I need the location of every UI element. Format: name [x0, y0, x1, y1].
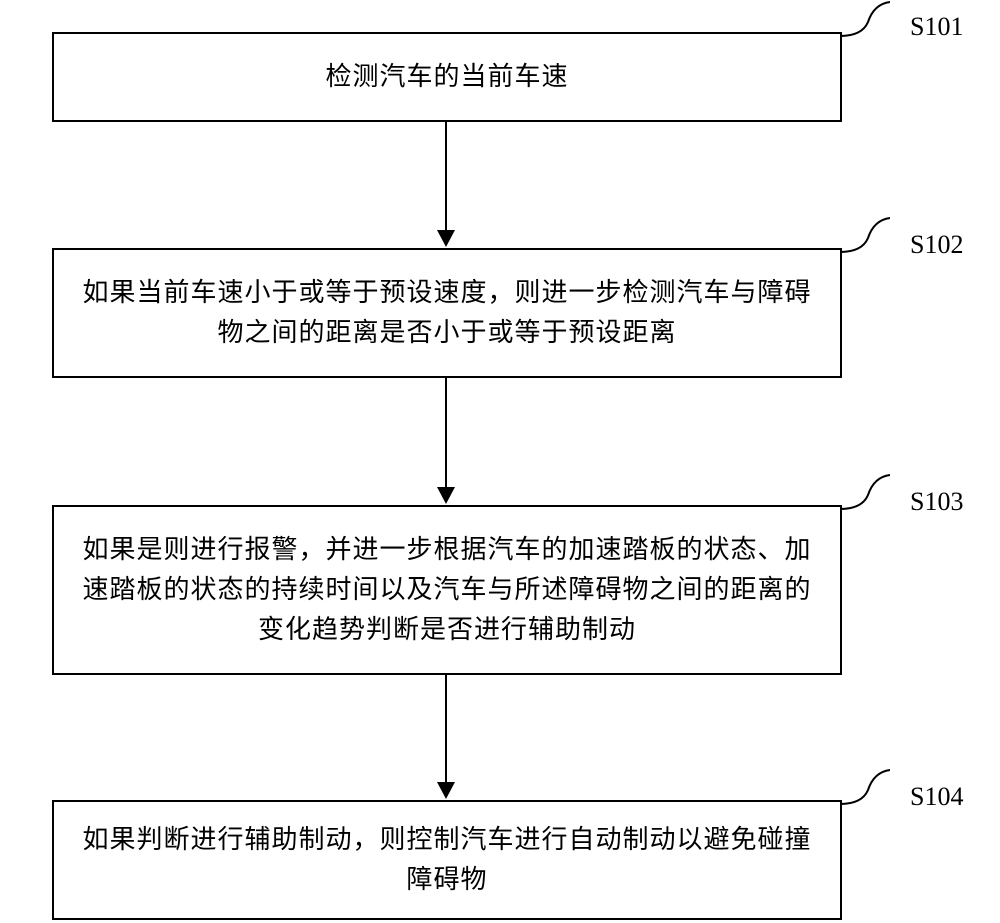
step-label-s102: S102 — [910, 230, 963, 260]
label-curve-s102 — [840, 216, 890, 254]
step-box-s103: 如果是则进行报警，并进一步根据汽车的加速踏板的状态、加速踏板的状态的持续时间以及… — [52, 505, 842, 675]
connector-3-line — [445, 675, 447, 782]
flowchart-canvas: 检测汽车的当前车速 S101 如果当前车速小于或等于预设速度，则进一步检测汽车与… — [0, 0, 1000, 923]
step-label-s104: S104 — [910, 782, 963, 812]
step-text: 如果是则进行报警，并进一步根据汽车的加速踏板的状态、加速踏板的状态的持续时间以及… — [74, 530, 820, 651]
step-label-s101: S101 — [910, 12, 963, 42]
step-box-s104: 如果判断进行辅助制动，则控制汽车进行自动制动以避免碰撞障碍物 — [52, 800, 842, 920]
label-curve-s104 — [840, 768, 890, 806]
connector-3-arrow — [437, 782, 455, 799]
step-text: 如果当前车速小于或等于预设速度，则进一步检测汽车与障碍物之间的距离是否小于或等于… — [74, 273, 820, 354]
step-text: 检测汽车的当前车速 — [325, 57, 568, 97]
step-text: 如果判断进行辅助制动，则控制汽车进行自动制动以避免碰撞障碍物 — [74, 820, 820, 901]
connector-1-arrow — [437, 230, 455, 247]
connector-2-line — [445, 378, 447, 487]
connector-2-arrow — [437, 487, 455, 504]
label-curve-s103 — [840, 473, 890, 511]
step-box-s102: 如果当前车速小于或等于预设速度，则进一步检测汽车与障碍物之间的距离是否小于或等于… — [52, 248, 842, 378]
step-label-s103: S103 — [910, 487, 963, 517]
step-box-s101: 检测汽车的当前车速 — [52, 32, 842, 122]
label-curve-s101 — [840, 0, 890, 38]
connector-1-line — [445, 122, 447, 230]
